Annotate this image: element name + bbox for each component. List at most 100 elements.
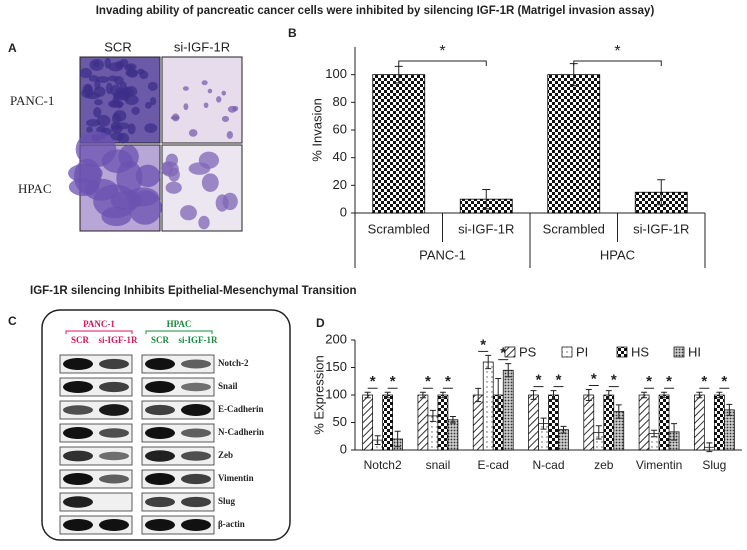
significance-label: * [646, 373, 652, 390]
group-label: HPAC [600, 247, 635, 262]
cell [108, 75, 118, 82]
error-bar [605, 390, 612, 400]
group-label: PANC-1 [83, 319, 115, 329]
significance-label: * [425, 373, 431, 390]
cell [117, 132, 130, 144]
lane-label: SCR [151, 335, 170, 345]
protein-label: β-actin [218, 519, 245, 529]
blot-band [181, 496, 211, 508]
bar [547, 74, 601, 214]
error-bar [482, 188, 491, 210]
figure-title: Invading ability of pancreatic cancer ce… [96, 5, 655, 17]
error-bar [550, 390, 557, 400]
error-bar [394, 65, 403, 84]
cell [147, 81, 158, 91]
legend-label: PI [576, 344, 588, 359]
error-bar [419, 391, 426, 399]
error-bar [485, 354, 492, 370]
cell [171, 113, 180, 122]
cell [108, 62, 124, 72]
blot-band [99, 519, 129, 531]
cell [88, 75, 99, 82]
legend-swatch [504, 346, 516, 358]
y-tick-label: 60 [333, 121, 347, 136]
x-tick-label: zeb [594, 458, 614, 472]
blot-band [63, 358, 93, 370]
significance-label: * [701, 373, 707, 390]
cell [124, 64, 134, 72]
error-bar [394, 430, 401, 448]
lane-label: si-IGF-1R [179, 335, 218, 345]
y-tick-label: 50 [333, 414, 347, 429]
error-bar [716, 391, 723, 399]
blot-band [145, 381, 175, 393]
error-bar [615, 404, 622, 419]
column-label: SCR [104, 39, 131, 54]
cell [232, 105, 239, 112]
cell [144, 123, 158, 134]
cell [215, 194, 229, 212]
blot-band [99, 381, 129, 393]
y-tick-label: 200 [325, 331, 347, 346]
error-bar [641, 391, 648, 399]
significance-label: * [556, 372, 562, 389]
section-title: IGF-1R silencing Inhibits Epithelial-Mes… [30, 285, 357, 297]
protein-label: Snail [218, 381, 238, 391]
significance-bracket [573, 60, 662, 66]
cells [68, 57, 239, 230]
protein-label: Slug [218, 496, 236, 506]
y-tick-label: 100 [325, 386, 347, 401]
x-tick-label: si-IGF-1R [633, 221, 689, 236]
blot-band [145, 519, 175, 531]
significance-label: * [390, 373, 396, 390]
protein-label: N-Cadherin [218, 427, 264, 437]
legend-label: PS [519, 344, 537, 359]
cell [109, 100, 124, 108]
panel-a: A SCR si-IGF-1R PANC-1 HPAC [8, 39, 243, 232]
blot-band [145, 427, 175, 439]
y-tick-label: 20 [333, 177, 347, 192]
bar [658, 394, 670, 451]
x-tick-label: si-IGF-1R [458, 221, 514, 236]
blot-frame [41, 309, 291, 541]
blot-band [145, 496, 175, 508]
bar [372, 74, 426, 214]
bar [437, 394, 449, 451]
lane-label: si-IGF-1R [99, 335, 138, 345]
significance-label: * [721, 373, 727, 390]
protein-label: Notch-2 [218, 358, 249, 368]
blot-band [181, 404, 211, 416]
cell [128, 190, 162, 225]
blot-band [181, 382, 211, 392]
significance-bracket [398, 60, 487, 66]
cell [85, 119, 101, 127]
blot-band [99, 451, 129, 461]
cell [149, 96, 157, 106]
cell [221, 115, 230, 123]
y-tick-label: 0 [340, 204, 347, 219]
cell [96, 76, 110, 83]
blot-band [99, 404, 129, 416]
cell [124, 86, 138, 97]
blot-band [63, 381, 93, 393]
x-tick-label: Vimentin [636, 458, 682, 472]
significance-label: * [500, 345, 506, 362]
blot-band [99, 428, 129, 438]
cell [165, 153, 178, 167]
error-bar [364, 391, 371, 399]
error-bar [530, 390, 537, 400]
cell [94, 79, 101, 90]
bar [694, 394, 705, 451]
y-tick-label: 150 [325, 359, 347, 374]
bar [583, 394, 595, 451]
bar [482, 361, 494, 451]
cell [221, 90, 227, 96]
cell [226, 131, 234, 139]
error-bar [726, 403, 733, 416]
x-tick-label: Slug [702, 458, 726, 472]
x-tick-label: N-cad [532, 458, 564, 472]
bar [724, 409, 735, 451]
micrograph [161, 56, 243, 144]
error-bar [475, 387, 482, 403]
group-bracket [145, 330, 213, 334]
